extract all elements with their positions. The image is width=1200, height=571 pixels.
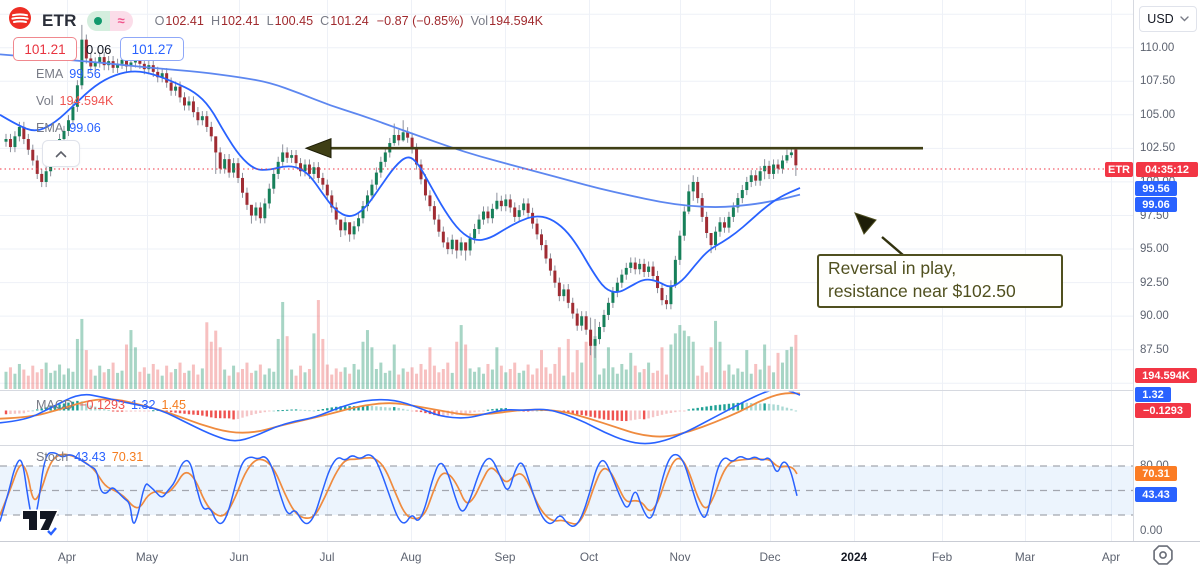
price-axis-label: 87.50 (1140, 343, 1169, 356)
price-axis-label: 107.50 (1140, 75, 1176, 88)
price-axis-badge: 99.56 (1135, 181, 1177, 196)
bid-ask-row: 101.21 0.06 101.27 (13, 37, 185, 61)
currency-selector[interactable]: USD (1139, 6, 1197, 32)
legend-volume: Vol 194.594K (36, 94, 114, 108)
price-axis-badge: 43.43 (1135, 487, 1177, 502)
sell-bid-button[interactable]: 101.21 (13, 37, 77, 61)
time-axis-label: 2024 (840, 550, 868, 564)
market-status-pill[interactable]: ≈ (86, 10, 133, 31)
price-axis-label: 110.00 (1140, 41, 1175, 54)
change-value: −0.87 (−0.85%) (376, 13, 464, 28)
price-axis-label: 95.00 (1140, 243, 1169, 255)
check-icon (47, 527, 57, 536)
symbol-header: ETR ≈ O102.41 H102.41 L100.45 C101.24 −0… (8, 6, 543, 35)
pane-settings-icon[interactable] (1152, 544, 1174, 566)
price-axis-label: 0.00 (1140, 525, 1163, 538)
volume-value: 194.594K (489, 13, 544, 28)
price-axis-label: 105.00 (1140, 108, 1176, 121)
price-axis-badge: −0.1293 (1135, 403, 1191, 418)
time-axis-label: Sep (494, 550, 516, 564)
time-axis[interactable]: Apr May Jun Jul Aug Sep Oct Nov Dec 2024 Feb Mar Apr (0, 541, 1200, 571)
spread-value: 0.06 (86, 41, 112, 57)
time-axis-label: Jun (229, 550, 249, 564)
buy-ask-button[interactable]: 101.27 (120, 37, 185, 61)
price-axis-badge: 99.06 (1135, 197, 1177, 212)
time-axis-label: Jul (319, 550, 335, 564)
time-axis-label: Aug (400, 550, 422, 564)
tradingview-logo[interactable] (20, 504, 64, 541)
symbol-price-badge: ETR (1105, 162, 1133, 177)
price-axis-badge: 04:35:12 (1136, 162, 1198, 177)
time-axis-label: Apr (1101, 550, 1121, 564)
annotation-line2: resistance near $102.50 (828, 281, 1016, 301)
legend-ema-fast: EMA 99.56 (36, 67, 101, 81)
price-axis-label: 92.50 (1140, 276, 1169, 289)
price-axis-badge: 194.594K (1135, 368, 1197, 383)
price-axis[interactable]: USD 110.00107.50105.00102.50100.0097.509… (1134, 0, 1200, 541)
legend-ema-slow: EMA 99.06 (36, 121, 101, 135)
time-axis-label: Dec (759, 550, 781, 564)
price-axis-label: 97.50 (1140, 209, 1169, 222)
legend-stoch: Stoch 43.43 70.31 (36, 450, 144, 464)
price-axis-label: 102.50 (1140, 142, 1176, 155)
time-axis-label: Apr (57, 550, 77, 564)
annotation-callout[interactable]: Reversal in play, resistance near $102.5… (817, 254, 1063, 308)
legend-macd: MACD −0.1293 1.32 1.45 (36, 398, 186, 412)
time-axis-label: Feb (931, 550, 953, 564)
symbol-name[interactable]: ETR (42, 10, 77, 30)
delayed-data-icon: ≈ (109, 10, 133, 31)
time-axis-label: Oct (579, 550, 599, 564)
time-axis-label: Mar (1014, 550, 1036, 564)
chevron-up-icon (55, 150, 67, 157)
ohlc-readout: O102.41 H102.41 L100.45 C101.24 −0.87 (−… (154, 13, 544, 28)
price-axis-badge: 1.32 (1135, 387, 1171, 402)
time-axis-label: May (135, 550, 159, 564)
time-axis-label: Nov (669, 550, 691, 564)
price-axis-label: 90.00 (1140, 310, 1169, 323)
annotation-line1: Reversal in play, (828, 258, 957, 278)
collapse-legend-button[interactable] (42, 140, 80, 167)
market-open-dot-icon (86, 10, 110, 31)
currency-code: USD (1147, 12, 1174, 26)
entergy-logo-icon (8, 6, 32, 35)
price-axis-badge: 70.31 (1135, 466, 1177, 481)
chevron-down-icon (1180, 16, 1189, 22)
